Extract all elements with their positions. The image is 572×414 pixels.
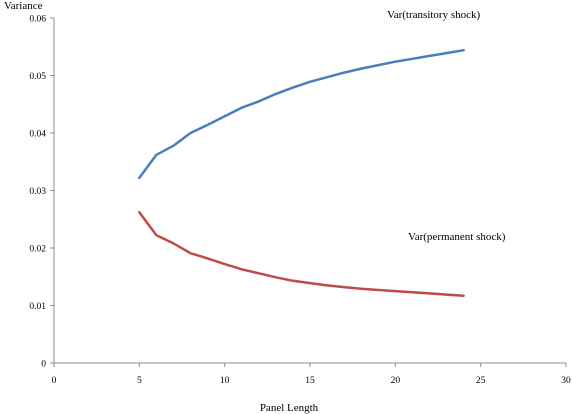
series-label-permanent: Var(permanent shock) xyxy=(408,231,506,243)
tick-labels: 0 0.01 0.02 0.03 0.04 0.05 0.06 0 5 10 15 20 25 30 xyxy=(29,15,571,387)
x-tick-label: 5 xyxy=(137,376,142,386)
x-tick-label: 20 xyxy=(391,376,401,386)
series-line-0 xyxy=(138,48,465,180)
x-axis-label: Panel Length xyxy=(260,402,319,414)
y-tick-label: 0.04 xyxy=(29,130,46,140)
x-tick-label: 10 xyxy=(220,376,230,386)
x-tick-label: 15 xyxy=(305,376,315,386)
x-tick-label: 0 xyxy=(52,376,57,386)
y-tick-label: 0.03 xyxy=(29,187,46,197)
series-label-transitory: Var(transitory shock) xyxy=(387,9,481,21)
series-line-1 xyxy=(138,211,465,297)
x-tick-label: 25 xyxy=(476,376,486,386)
y-axis-label: Variance xyxy=(4,0,43,12)
y-tick-label: 0.06 xyxy=(29,15,46,25)
y-tick-label: 0 xyxy=(41,360,46,370)
x-tick-label: 30 xyxy=(561,376,571,386)
axes xyxy=(50,17,567,367)
y-tick-label: 0.05 xyxy=(29,72,46,82)
series-lines xyxy=(138,48,465,297)
y-tick-label: 0.01 xyxy=(29,302,46,312)
y-tick-label: 0.02 xyxy=(29,245,46,255)
